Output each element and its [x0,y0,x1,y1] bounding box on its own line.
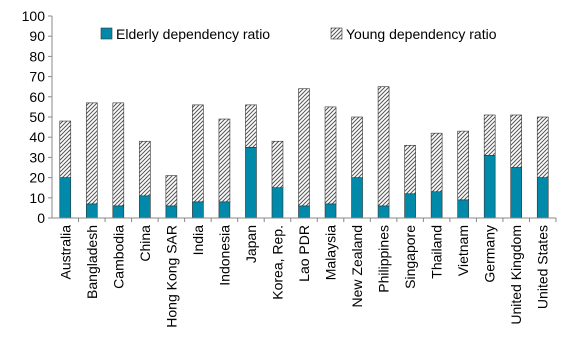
bar-elderly [377,205,390,219]
x-category-label: Philippines [376,225,392,293]
x-category-label: China [137,225,153,262]
bar-young [85,102,98,205]
bar-elderly [351,177,363,219]
bar-elderly [59,177,72,219]
x-category-label: Cambodia [110,225,126,289]
x-category-label: Germany [482,225,498,283]
bar-elderly [457,199,469,219]
legend-label-elderly: Elderly dependency ratio [116,26,270,42]
bar-elderly [245,147,257,219]
bar-young [457,130,469,201]
x-category-label: India [190,225,206,256]
bar-elderly [404,193,416,219]
legend: Elderly dependency ratio Young dependenc… [100,26,497,42]
bar-elderly [430,191,443,219]
x-category-label: Vietnam [455,225,471,276]
x-category-label: Hong Kong SAR [163,225,179,328]
bar-young [271,140,284,189]
bar-elderly [85,203,98,219]
bar-young [165,175,178,207]
bar-young [404,144,416,195]
x-axis: Australia Bangladesh Cambodia China Hong Kon… [52,217,557,328]
y-tick-label: 10 [29,190,45,206]
x-category-label: Australia [57,225,73,280]
bar-young [218,118,231,203]
y-tick-label: 20 [29,170,45,186]
bar-young [510,114,523,168]
y-tick-label: 80 [29,48,45,64]
bar-young [59,120,72,178]
legend-label-young: Young dependency ratio [346,26,497,42]
bars [59,86,549,219]
bar-elderly [298,205,310,219]
x-category-label: Singapore [402,225,418,289]
bar-elderly [112,205,125,219]
bar-young [112,102,125,207]
bar-elderly [139,195,151,219]
x-category-label: Lao PDR [296,225,312,282]
bar-elderly [165,205,178,219]
bar-young [324,106,337,205]
bar-elderly [218,201,231,219]
bar-young [245,104,257,148]
y-tick-label: 30 [29,149,45,165]
x-category-label: Thailand [429,225,445,279]
bar-young [192,104,204,203]
bar-young [430,132,443,193]
legend-swatch-elderly [100,27,113,40]
y-axis: 0 10 20 30 40 50 60 70 80 90 100 [22,8,53,226]
legend-swatch-young [330,27,343,40]
bar-elderly [271,187,284,219]
x-category-label: United Kingdom [508,225,524,325]
x-category-label: Japan [243,225,259,263]
bar-young [483,114,496,156]
y-tick-label: 90 [29,28,45,44]
y-tick-label: 70 [29,69,45,85]
bar-young [298,88,310,207]
y-tick-label: 0 [37,210,45,226]
y-tick-label: 50 [29,109,45,125]
bar-elderly [324,203,337,219]
bar-young [351,116,363,178]
y-tick-label: 60 [29,89,45,105]
x-category-label: Indonesia [216,225,232,286]
x-category-label: United States [535,225,551,309]
bar-young [139,140,151,197]
x-category-label: Malaysia [323,225,339,280]
bar-young [536,116,549,178]
x-category-label: New Zealand [349,225,365,308]
y-tick-label: 100 [22,8,46,24]
bar-elderly [510,167,523,219]
bar-elderly [536,177,549,219]
x-category-label: Bangladesh [84,225,100,299]
bar-young [377,86,390,207]
bar-elderly [483,155,496,219]
y-tick-label: 40 [29,129,45,145]
bar-elderly [192,201,204,219]
x-category-label: Korea, Rep. [269,225,285,300]
